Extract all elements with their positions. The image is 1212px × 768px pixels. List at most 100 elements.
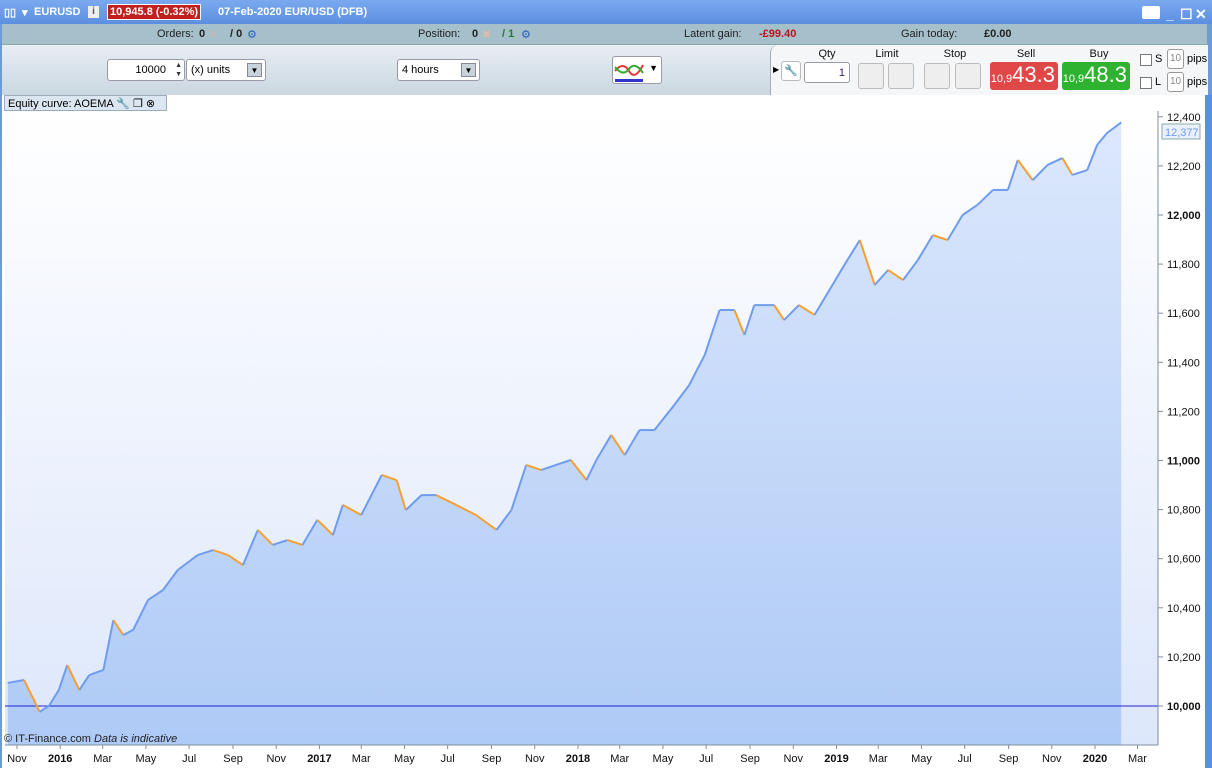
equity-line-segment (525, 463, 542, 472)
latent-gain-label: Latent gain: (684, 28, 742, 40)
equity-line-segment (78, 674, 91, 691)
equity-line-segment (1031, 164, 1049, 181)
orders-gear-icon[interactable]: ⚙ (247, 29, 257, 41)
symbol-label[interactable]: EURUSD (34, 6, 81, 18)
equity-line-segment (1072, 169, 1088, 176)
equity-line-segment (743, 304, 756, 336)
equity-line-segment (455, 504, 477, 516)
limit-add-button[interactable] (858, 63, 884, 89)
equity-line-segment (147, 589, 164, 601)
short-pips-input[interactable]: 10 (1167, 49, 1184, 69)
limit-label: Limit (875, 48, 899, 60)
long-pips-input[interactable]: 10 (1167, 72, 1184, 92)
quantity-stepper[interactable]: 10000 ▲ ▼ (107, 59, 185, 81)
detach-window-icon[interactable]: ❐ (132, 98, 143, 110)
equity-line-segment (112, 619, 125, 636)
collapse-arrow-icon[interactable]: ▶ (773, 65, 780, 74)
cancel-orders-icon[interactable]: ✖ (209, 29, 219, 41)
x-tick-label: Nov (1042, 753, 1062, 765)
equity-line-segment (395, 479, 407, 511)
wrench-settings-button[interactable]: 🔧 (781, 61, 801, 81)
close-position-icon[interactable]: ✖ (482, 29, 492, 41)
x-tick-label: Sep (223, 753, 243, 765)
buy-button[interactable]: 10,948.3 (1062, 62, 1130, 90)
x-tick-label: Nov (266, 753, 286, 765)
close-tab-icon[interactable]: ⊗ (145, 98, 156, 110)
equity-line-segment (102, 619, 115, 671)
equity-line-segment (435, 494, 457, 506)
y-tick-label: 11,600 (1167, 308, 1200, 320)
equity-line-segment (197, 549, 214, 556)
equity-line-segment (331, 504, 344, 536)
equity-line-segment (540, 463, 557, 472)
units-select[interactable]: (x) units ▼ (186, 59, 266, 81)
equity-line-segment (122, 629, 134, 636)
units-value: (x) units (191, 64, 231, 76)
x-tick-label: 2020 (1083, 753, 1107, 765)
chevron-down-icon[interactable]: ▼ (649, 63, 658, 73)
stop-edit-button[interactable] (955, 63, 981, 89)
buy-label: Buy (1089, 48, 1109, 60)
timeframe-select[interactable]: 4 hours ▼ (397, 59, 480, 81)
equity-line-segment (360, 474, 383, 516)
x-tick-label: Sep (482, 753, 502, 765)
minimize-icon[interactable]: _ (1166, 6, 1174, 22)
copyright-text: © IT-Finance.com (4, 733, 91, 745)
qty-label: Qty (818, 48, 836, 60)
y-tick-label: 10,000 (1167, 701, 1201, 713)
chevron-down-icon[interactable]: ▼ (247, 63, 262, 77)
close-icon[interactable]: ✕ (1195, 6, 1207, 22)
qty-input[interactable]: 1 (804, 62, 850, 83)
keyboard-icon[interactable] (1142, 6, 1160, 19)
equity-line-segment (773, 304, 785, 321)
equity-line-segment (623, 429, 641, 456)
candlestick-icon[interactable]: ▯▯ (4, 7, 17, 19)
equity-line-segment (783, 304, 800, 321)
x-tick-label: Jul (182, 753, 196, 765)
stop-add-button[interactable] (924, 63, 950, 89)
maximize-icon[interactable]: ☐ (1180, 6, 1193, 22)
y-tick-label: 10,600 (1167, 554, 1201, 566)
equity-line-segment (162, 569, 179, 591)
y-tick-label: 11,200 (1167, 406, 1200, 418)
title-bar: ▯▯ ▾ EURUSD i 10,945.8 (-0.32%) 07-Feb-2… (0, 0, 1212, 24)
x-tick-label: Sep (740, 753, 760, 765)
sell-button[interactable]: 10,943.3 (990, 62, 1058, 90)
buy-price-prefix: 10,9 (1062, 73, 1085, 85)
equity-line-segment (733, 309, 746, 336)
x-tick-label: Nov (783, 753, 803, 765)
wrench-icon[interactable]: 🔧 (116, 98, 130, 110)
disclaimer-text: Data is indicative (94, 733, 178, 745)
equity-line-segment (887, 269, 904, 281)
equity-line-segment (1061, 157, 1074, 176)
chart-tab[interactable]: Equity curve: AOEMA 🔧 ❐ ⊗ (4, 95, 167, 111)
x-tick-label: Nov (7, 753, 27, 765)
stepper-arrows-icon[interactable]: ▲ ▼ (175, 62, 182, 78)
equity-line-segment (510, 464, 528, 511)
chevron-down-icon[interactable]: ▼ (461, 63, 476, 77)
latent-gain-value: -£99.40 (759, 28, 797, 40)
equity-line-segment (703, 309, 721, 356)
x-tick-label: Jul (441, 753, 455, 765)
limit-edit-button[interactable] (888, 63, 914, 89)
y-tick-label: 11,400 (1167, 357, 1200, 369)
pips-label: pips (1187, 76, 1208, 88)
info-icon[interactable]: i (88, 6, 99, 18)
equity-line-segment (48, 689, 60, 707)
equity-line-segment (39, 705, 50, 713)
equity-line-segment (610, 434, 626, 456)
equity-line-segment (342, 504, 362, 516)
price-change-badge: 10,945.8 (-0.32%) (107, 4, 202, 20)
indicators-icon (614, 64, 644, 82)
position-gear-icon[interactable]: ⚙ (521, 29, 531, 41)
indicators-button[interactable]: ▼ (612, 56, 662, 84)
stop-label: Stop (943, 48, 967, 60)
equity-area-fill (7, 122, 1122, 745)
short-checkbox[interactable] (1140, 54, 1152, 66)
long-checkbox[interactable] (1140, 77, 1152, 89)
last-value-box (1161, 123, 1201, 140)
equity-chart[interactable]: 10,000 10,200 10,400 10,600 10,800 11,000 11,2… (2, 95, 1205, 768)
chevron-down-icon[interactable]: ▾ (22, 7, 28, 19)
x-tick-label: May (136, 753, 157, 765)
equity-line-segment (287, 539, 303, 546)
